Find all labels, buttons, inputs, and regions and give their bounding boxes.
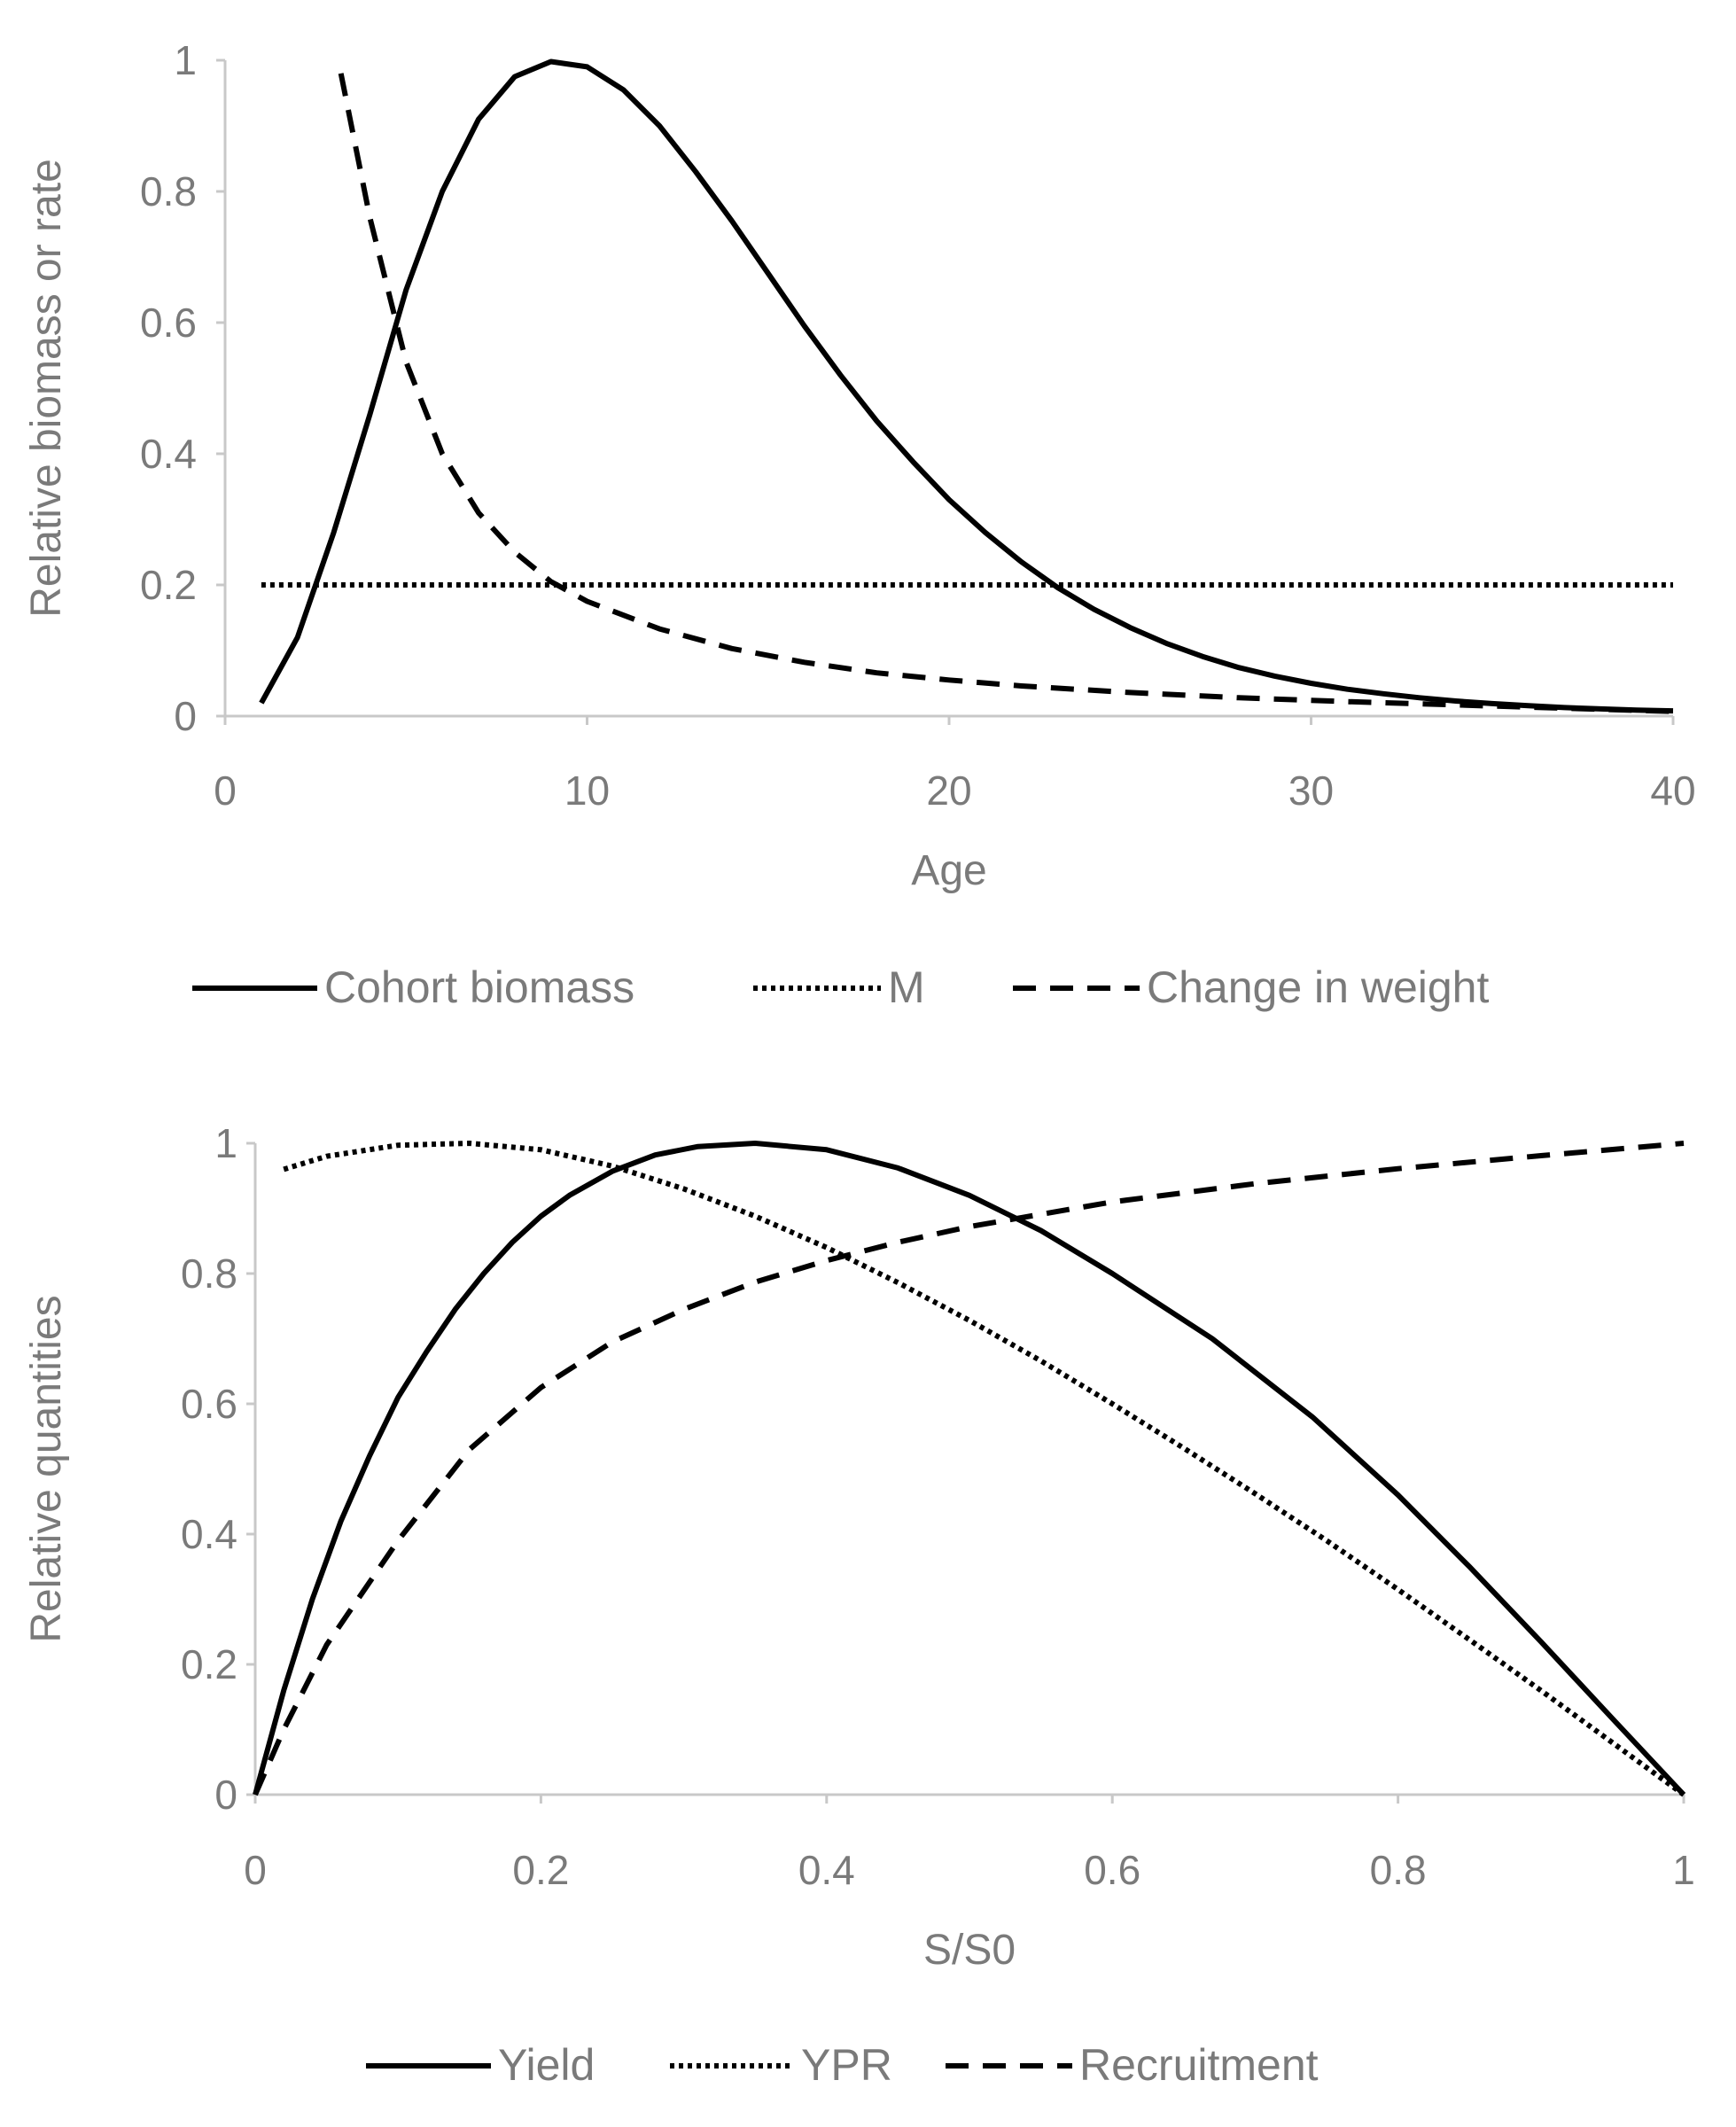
legend-label: Cohort biomass	[324, 962, 634, 1012]
series-line-cohort-biomass	[259, 58, 1674, 714]
y-axis-title: Relative biomass or rate	[23, 159, 70, 618]
series-line-recruitment	[253, 1141, 1685, 1796]
x-tick-label: 0.2	[512, 1847, 569, 1893]
x-tick-label: 0	[244, 1847, 267, 1893]
series-line-ypr	[283, 1141, 1685, 1797]
x-tick-label: 0.8	[1370, 1847, 1427, 1893]
legend-label: YPR	[801, 2040, 892, 2090]
x-tick-label: 0	[214, 767, 237, 814]
x-axis-title: S/S0	[923, 1927, 1016, 1974]
y-tick-label: 0.2	[140, 562, 197, 608]
x-tick-label: 20	[926, 767, 971, 814]
legend-label: Recruitment	[1079, 2040, 1319, 2090]
chart-spawning-ratio: 0 0.2 0.4 0.6 0.8 1 0 0.2 0.4 0.6 0.8 1 S/S0 Relative…	[23, 1120, 1695, 2090]
x-tick-label: 0.6	[1084, 1847, 1140, 1893]
x-tick-label: 0.4	[798, 1847, 855, 1893]
y-tick-label: 1	[214, 1120, 237, 1166]
y-tick-label: 0.6	[140, 300, 197, 346]
y-tick-label: 0.8	[140, 168, 197, 214]
series-line-change-in-weight	[338, 73, 1674, 714]
y-tick-label: 0.4	[140, 431, 197, 477]
x-tick-label: 40	[1650, 767, 1695, 814]
y-tick-label: 0	[214, 1772, 237, 1818]
x-tick-label: 10	[564, 767, 610, 814]
y-tick-label: 0.8	[181, 1250, 237, 1297]
x-tick-label: 1	[1672, 1847, 1695, 1893]
series-line-yield	[253, 1141, 1686, 1797]
y-tick-label: 1	[174, 37, 197, 83]
y-tick-label: 0.2	[181, 1641, 237, 1687]
legend-label: M	[888, 962, 925, 1012]
y-tick-label: 0.6	[181, 1381, 237, 1427]
y-tick-label: 0	[174, 693, 197, 739]
x-axis-title: Age	[911, 847, 986, 894]
y-axis-title: Relative quantities	[23, 1295, 70, 1642]
y-tick-label: 0.4	[181, 1511, 237, 1557]
legend-label: Change in weight	[1147, 962, 1489, 1012]
x-tick-label: 30	[1288, 767, 1334, 814]
legend-label: Yield	[498, 2040, 595, 2090]
